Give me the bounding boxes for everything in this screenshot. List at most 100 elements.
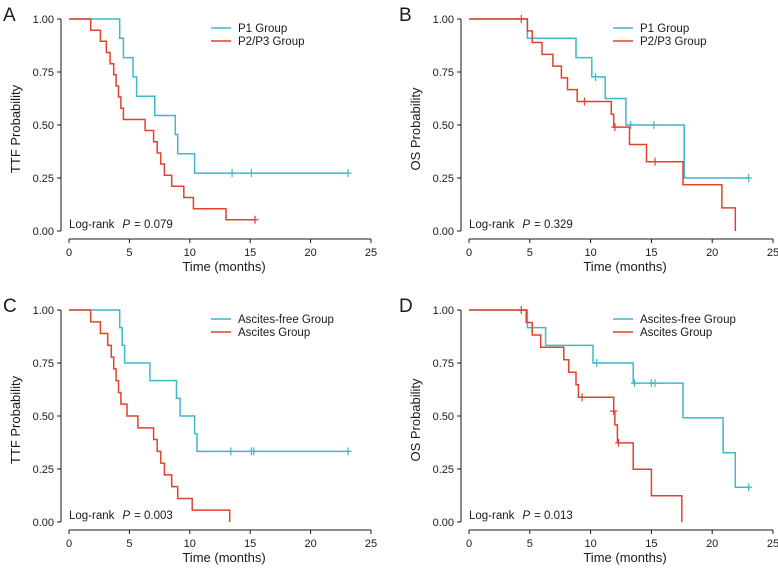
x-tick-label: 10 xyxy=(584,538,596,550)
x-tick-label: 5 xyxy=(126,538,132,550)
km-curve-series-2 xyxy=(469,18,737,231)
x-tick-label: 20 xyxy=(304,538,316,550)
x-tick-label: 20 xyxy=(304,247,316,259)
x-axis-title: Time (months) xyxy=(182,259,265,274)
logrank-p-label: P xyxy=(522,510,530,522)
censor-mark xyxy=(611,123,619,132)
censor-mark xyxy=(581,97,589,106)
logrank-p-label: P xyxy=(122,219,130,231)
logrank-p-value: = 0.003 xyxy=(134,510,173,522)
logrank-annotation: Log-rank P = 0.003 xyxy=(69,510,173,522)
y-tick-label: 0.75 xyxy=(33,67,54,79)
logrank-p-value: = 0.013 xyxy=(534,510,573,522)
y-tick-label: 0.50 xyxy=(433,411,454,423)
x-tick-label: 5 xyxy=(527,247,533,259)
censor-mark xyxy=(228,169,236,178)
censor-mark xyxy=(630,379,638,388)
censor-mark xyxy=(593,359,601,367)
km-curve-series-1 xyxy=(469,18,749,179)
panel-letter: C xyxy=(3,296,17,317)
logrank-p-value: = 0.079 xyxy=(134,219,173,231)
panel-letter: D xyxy=(399,296,413,317)
censor-mark xyxy=(227,447,235,456)
x-tick-label: 20 xyxy=(706,247,718,259)
censor-mark xyxy=(250,447,258,456)
censor-mark xyxy=(651,157,659,166)
y-tick-label: 0.50 xyxy=(33,411,54,423)
y-axis-title: TTF Probability xyxy=(8,84,23,173)
x-tick-label: 25 xyxy=(767,247,778,259)
censor-mark xyxy=(344,169,352,178)
y-tick-label: 0.00 xyxy=(33,517,54,529)
y-tick-label: 1.00 xyxy=(433,14,454,26)
x-tick-label: 5 xyxy=(126,247,132,259)
x-tick-label: 15 xyxy=(244,538,256,550)
legend-label: P2/P3 Group xyxy=(238,36,304,48)
censor-mark xyxy=(627,121,635,129)
panel-b: 0 5 10 15 20 25 0.00 0.25 0.50 0.75 1.00 Time (mont… xyxy=(399,5,778,274)
y-tick-label: 0.50 xyxy=(33,120,54,132)
logrank-prefix: Log-rank xyxy=(69,219,115,231)
censor-mark xyxy=(610,407,618,416)
y-tick-label: 1.00 xyxy=(433,305,454,317)
logrank-prefix: Log-rank xyxy=(469,219,515,231)
y-tick-label: 1.00 xyxy=(33,305,54,317)
censor-mark xyxy=(344,447,352,456)
legend-label: Ascites-free Group xyxy=(640,314,736,326)
censor-mark xyxy=(591,72,599,81)
y-tick-label: 0.75 xyxy=(33,358,54,370)
y-tick-label: 0.25 xyxy=(33,464,54,476)
logrank-annotation: Log-rank P = 0.013 xyxy=(469,510,573,522)
censor-mark xyxy=(578,393,586,402)
legend-label: Ascites Group xyxy=(238,327,310,339)
km-curve-series-2 xyxy=(69,18,255,221)
y-axis-title: OS Probability xyxy=(408,378,423,462)
censor-mark xyxy=(651,379,659,388)
legend-label: Ascites-free Group xyxy=(238,314,334,326)
x-tick-label: 10 xyxy=(184,247,196,259)
y-axis-title: OS Probability xyxy=(408,87,423,171)
logrank-p-label: P xyxy=(122,510,130,522)
km-curve-series-2 xyxy=(469,309,683,522)
censor-mark xyxy=(247,169,255,178)
legend-label: P1 Group xyxy=(238,23,287,35)
panel-letter: B xyxy=(399,5,412,26)
km-curve-series-1 xyxy=(69,18,348,174)
panel-c: 0 5 10 15 20 25 0.00 0.25 0.50 0.75 1.00 Time (mont… xyxy=(3,296,377,565)
logrank-prefix: Log-rank xyxy=(69,510,115,522)
x-tick-label: 0 xyxy=(466,538,472,550)
y-tick-label: 0.00 xyxy=(433,226,454,238)
x-axis-title: Time (months) xyxy=(182,550,265,565)
km-curve-series-1 xyxy=(469,309,749,488)
y-tick-label: 0.25 xyxy=(433,173,454,185)
y-axis-title: TTF Probability xyxy=(8,375,23,464)
x-tick-label: 25 xyxy=(365,247,377,259)
censor-mark xyxy=(745,174,753,182)
panel-letter: A xyxy=(3,5,16,26)
censor-mark xyxy=(517,15,525,23)
x-tick-label: 0 xyxy=(66,247,72,259)
logrank-annotation: Log-rank P = 0.079 xyxy=(69,219,173,231)
x-tick-label: 0 xyxy=(466,247,472,259)
km-curve-series-2 xyxy=(69,309,231,522)
x-tick-label: 0 xyxy=(66,538,72,550)
x-tick-label: 20 xyxy=(706,538,718,550)
y-tick-label: 0.75 xyxy=(433,67,454,79)
y-tick-label: 0.25 xyxy=(433,464,454,476)
y-tick-label: 0.50 xyxy=(433,120,454,132)
x-tick-label: 15 xyxy=(645,247,657,259)
censor-mark xyxy=(615,438,623,447)
legend-label: P2/P3 Group xyxy=(640,36,706,48)
km-curve-series-1 xyxy=(69,309,348,453)
x-tick-label: 5 xyxy=(527,538,533,550)
y-tick-label: 0.25 xyxy=(33,173,54,185)
x-tick-label: 15 xyxy=(645,538,657,550)
y-tick-label: 0.00 xyxy=(433,517,454,529)
x-tick-label: 10 xyxy=(184,538,196,550)
panel-a: 0 5 10 15 20 25 0.00 0.25 0.50 0.75 1.00 Time (mont… xyxy=(3,5,377,274)
y-tick-label: 1.00 xyxy=(33,14,54,26)
logrank-prefix: Log-rank xyxy=(469,510,515,522)
legend-label: P1 Group xyxy=(640,23,689,35)
x-tick-label: 15 xyxy=(244,247,256,259)
